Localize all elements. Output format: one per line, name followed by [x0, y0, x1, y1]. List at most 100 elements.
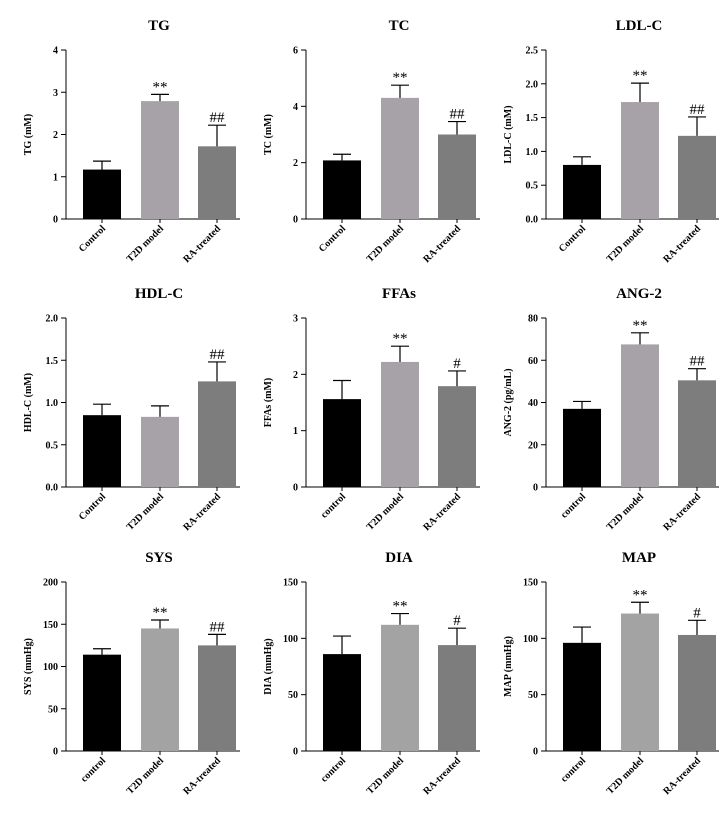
significance-mark: **	[393, 599, 408, 615]
bar-control	[83, 654, 121, 751]
y-tick-label: 0	[533, 747, 538, 758]
chart-ffas: FFAs FFAs (mM) 0 1 2 3 control ** T2D model # RA-t…	[263, 286, 480, 533]
y-tick-label: 1	[53, 172, 58, 183]
chart-ldl-c: LDL-C LDL-C (mM) 0.0 0.5 1.0 1.5 2.0 2.5 Control…	[503, 18, 719, 265]
chart-title: LDL-C	[616, 18, 663, 34]
chart-ang-2: ANG-2 ANG-2 (pg/mL) 0 20 40 60 80 control ** T2D …	[503, 286, 719, 533]
y-tick-label: 50	[528, 690, 538, 701]
chart-map: MAP MAP (mmHg) 0 50 100 150 control ** T2D model…	[503, 550, 719, 797]
bar-t2d-model	[141, 416, 179, 487]
y-tick-label: 3	[53, 88, 58, 99]
chart-title: ANG-2	[616, 286, 662, 302]
y-axis-label: FFAs (mM)	[263, 378, 274, 428]
bar-ra-treated	[678, 135, 716, 219]
bar-t2d-model	[381, 624, 419, 751]
y-axis-label: TG (mM)	[23, 114, 34, 155]
chart-tc: TC TC (mM) 0 2 4 6 Control ** T2D model ## RA-trea…	[263, 18, 480, 265]
y-tick-label: 60	[528, 356, 538, 367]
bar-control	[83, 169, 121, 219]
y-tick-label: 2.5	[526, 46, 539, 57]
y-tick-label: 100	[283, 634, 298, 645]
bar-t2d-model	[621, 344, 659, 487]
y-tick-label: 4	[293, 102, 298, 113]
y-tick-label: 1.5	[526, 113, 539, 124]
y-tick-label: 0	[53, 747, 58, 758]
y-tick-label: 50	[48, 704, 58, 715]
bar-ra-treated	[678, 380, 716, 487]
bar-ra-treated	[198, 146, 236, 219]
y-tick-label: 200	[43, 578, 58, 589]
y-tick-label: 2	[293, 370, 298, 381]
category-label: RA-treated	[181, 755, 223, 797]
y-axis-label: DIA (mmHg)	[263, 638, 274, 694]
category-label: Control	[77, 491, 108, 522]
y-tick-label: 150	[43, 620, 58, 631]
bar-t2d-model	[621, 613, 659, 751]
significance-mark: **	[153, 605, 168, 621]
y-tick-label: 100	[523, 634, 538, 645]
y-tick-label: 20	[528, 440, 538, 451]
y-tick-label: 4	[53, 46, 58, 57]
y-tick-label: 0.5	[526, 181, 539, 192]
bar-control	[563, 164, 601, 219]
y-axis-label: TC (mM)	[263, 114, 274, 155]
category-label: control	[319, 491, 348, 520]
significance-mark: ##	[210, 347, 226, 363]
chart-title: DIA	[385, 550, 413, 566]
y-tick-label: 1.0	[526, 147, 539, 158]
significance-mark: **	[153, 79, 168, 95]
y-axis-label: ANG-2 (pg/mL)	[503, 368, 514, 436]
y-tick-label: 6	[293, 46, 298, 57]
significance-mark: ##	[450, 107, 466, 123]
y-tick-label: 0.0	[526, 215, 539, 226]
category-label: T2D model	[365, 491, 407, 533]
bar-control	[323, 399, 361, 487]
chart-title: SYS	[145, 550, 173, 566]
chart-title: TC	[389, 18, 410, 34]
y-tick-label: 80	[528, 314, 538, 325]
category-label: control	[319, 755, 348, 784]
y-tick-label: 3	[293, 314, 298, 325]
y-tick-label: 1.5	[46, 356, 59, 367]
bar-control	[563, 408, 601, 487]
y-tick-label: 2.0	[46, 314, 59, 325]
category-label: T2D model	[125, 491, 167, 533]
y-tick-label: 2.0	[526, 79, 539, 90]
bar-t2d-model	[141, 628, 179, 751]
category-label: RA-treated	[421, 491, 463, 533]
chart-title: FFAs	[382, 286, 416, 302]
category-label: T2D model	[365, 223, 407, 265]
category-label: T2D model	[125, 223, 167, 265]
bar-t2d-model	[141, 101, 179, 219]
category-label: T2D model	[605, 223, 647, 265]
category-label: RA-treated	[421, 223, 463, 265]
y-tick-label: 2	[53, 130, 58, 141]
category-label: T2D model	[365, 755, 407, 797]
y-axis-label: MAP (mmHg)	[503, 636, 514, 697]
y-tick-label: 1.0	[46, 398, 59, 409]
category-label: T2D model	[125, 755, 167, 797]
category-label: Control	[557, 223, 588, 254]
significance-mark: #	[453, 356, 461, 372]
category-label: T2D model	[605, 491, 647, 533]
category-label: RA-treated	[181, 223, 223, 265]
chart-title: HDL-C	[135, 286, 183, 302]
significance-mark: **	[633, 587, 648, 603]
y-tick-label: 40	[528, 398, 538, 409]
chart-dia: DIA DIA (mmHg) 0 50 100 150 control ** T2D model…	[263, 550, 480, 797]
bar-t2d-model	[381, 97, 419, 219]
category-label: T2D model	[605, 755, 647, 797]
category-label: Control	[77, 223, 108, 254]
significance-mark: **	[393, 70, 408, 86]
significance-mark: ##	[210, 110, 226, 126]
y-tick-label: 150	[523, 578, 538, 589]
y-tick-label: 0	[53, 215, 58, 226]
y-tick-label: 0	[293, 215, 298, 226]
chart-sys: SYS SYS (mmHg) 0 50 100 150 200 control ** T2D mo…	[23, 550, 240, 797]
chart-title: TG	[148, 18, 170, 34]
category-label: RA-treated	[181, 491, 223, 533]
y-tick-label: 0.5	[46, 440, 59, 451]
bar-control	[563, 642, 601, 751]
y-axis-label: LDL-C (mM)	[503, 105, 514, 163]
